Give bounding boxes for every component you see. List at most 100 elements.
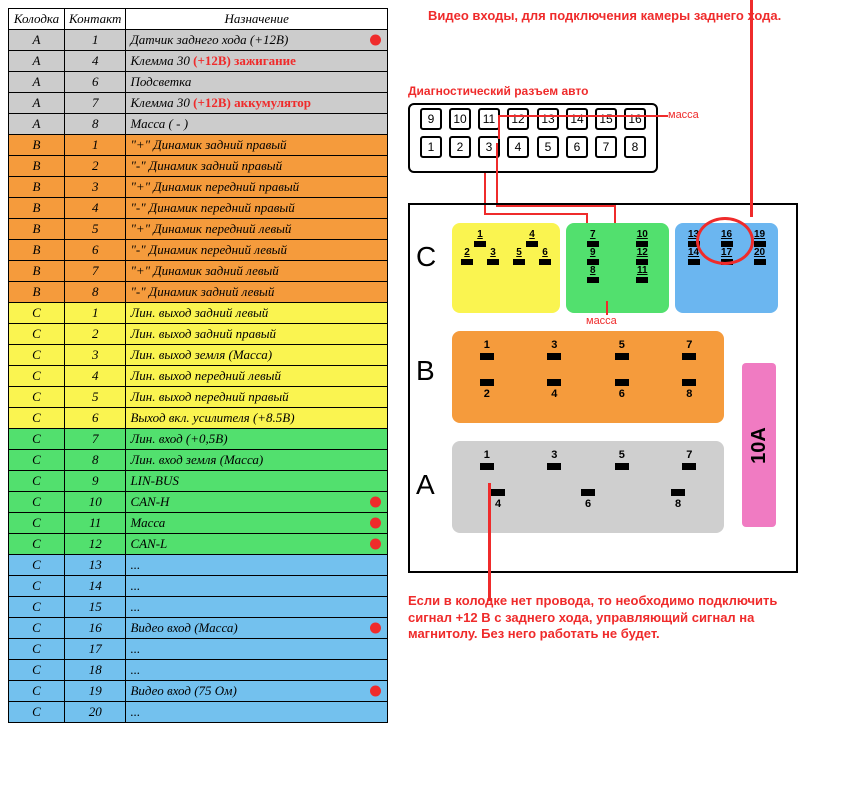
cell-kolodka: C <box>9 450 65 471</box>
cell-naznachenie: CAN-L <box>126 534 388 555</box>
cell-kontakt: 2 <box>65 156 126 177</box>
pin: 7 <box>676 339 702 369</box>
pin: 12 <box>631 247 653 265</box>
cell-naznachenie: "+" Динамик задний левый <box>126 261 388 282</box>
pin: 8 <box>676 379 702 409</box>
header-kolodka: Колодка <box>9 9 65 30</box>
pin: 7 <box>676 449 702 479</box>
cell-naznachenie: Лин. выход задний правый <box>126 324 388 345</box>
pin: 6 <box>609 379 635 409</box>
cell-kolodka: C <box>9 681 65 702</box>
table-row: C18... <box>9 660 388 681</box>
cell-kolodka: C <box>9 471 65 492</box>
diag-pin: 14 <box>566 108 588 130</box>
table-row: C11Масса <box>9 513 388 534</box>
annotation-diag-title: Диагностический разъем авто <box>408 84 828 99</box>
cell-naznachenie: ... <box>126 660 388 681</box>
table-row: B4"-" Динамик передний правый <box>9 198 388 219</box>
fuse-10a: 10A <box>742 363 776 527</box>
table-row: C4Лин. выход передний левый <box>9 366 388 387</box>
cell-kolodka: A <box>9 72 65 93</box>
cell-kolodka: B <box>9 240 65 261</box>
connector-c-block: 142356 <box>452 223 560 313</box>
cell-kolodka: C <box>9 303 65 324</box>
cell-kontakt: 17 <box>65 639 126 660</box>
table-row: C1Лин. выход задний левый <box>9 303 388 324</box>
pin: 5 <box>609 339 635 369</box>
cell-kontakt: 11 <box>65 513 126 534</box>
annotation-massa-1: масса <box>668 109 699 121</box>
cell-kolodka: C <box>9 345 65 366</box>
cell-kontakt: 4 <box>65 51 126 72</box>
cell-kolodka: C <box>9 576 65 597</box>
cell-naznachenie: "-" Динамик передний левый <box>126 240 388 261</box>
cell-kolodka: B <box>9 156 65 177</box>
main-connectors: C B A 142356710912811131619141720 135724… <box>408 203 798 573</box>
cell-kolodka: B <box>9 282 65 303</box>
pin: 7 <box>582 229 604 247</box>
pin: 1 <box>474 339 500 369</box>
cell-kontakt: 8 <box>65 282 126 303</box>
circle-video-pins <box>696 217 754 265</box>
table-row: A1Датчик заднего хода (+12В) <box>9 30 388 51</box>
table-row: A6Подсветка <box>9 72 388 93</box>
marker-dot-icon <box>370 539 381 550</box>
connector-block: 1357468 <box>452 441 724 533</box>
pin: 5 <box>609 449 635 479</box>
pin: 11 <box>631 265 653 283</box>
lead-line <box>606 301 608 315</box>
table-row: B3"+" Динамик передний правый <box>9 177 388 198</box>
cell-kontakt: 10 <box>65 492 126 513</box>
cell-kontakt: 2 <box>65 324 126 345</box>
marker-dot-icon <box>370 497 381 508</box>
cell-kolodka: B <box>9 177 65 198</box>
connector-block: 13572468 <box>452 331 724 423</box>
diag-pin: 7 <box>595 136 617 158</box>
cell-naznachenie: "-" Динамик задний правый <box>126 156 388 177</box>
diag-pin: 10 <box>449 108 471 130</box>
pin: 3 <box>541 339 567 369</box>
cell-kolodka: A <box>9 51 65 72</box>
table-row: C8Лин. вход земля (Масса) <box>9 450 388 471</box>
cell-kolodka: C <box>9 597 65 618</box>
cell-naznachenie: Масса ( - ) <box>126 114 388 135</box>
header-naznachenie: Назначение <box>126 9 388 30</box>
annotation-bottom: Если в колодке нет провода, то необходим… <box>408 593 788 642</box>
cell-kolodka: C <box>9 366 65 387</box>
connector-c-block: 710912811 <box>566 223 669 313</box>
cell-kontakt: 20 <box>65 702 126 723</box>
table-row: B8"-" Динамик задний левый <box>9 282 388 303</box>
table-row: B7"+" Динамик задний левый <box>9 261 388 282</box>
header-kontakt: Контакт <box>65 9 126 30</box>
cell-naznachenie: Клемма 30 (+12В) аккумулятор <box>126 93 388 114</box>
cell-kontakt: 4 <box>65 198 126 219</box>
marker-dot-icon <box>370 686 381 697</box>
cell-kolodka: B <box>9 198 65 219</box>
cell-naznachenie: LIN-BUS <box>126 471 388 492</box>
cell-naznachenie: Лин. выход передний левый <box>126 366 388 387</box>
pin: 1 <box>469 229 491 247</box>
marker-dot-icon <box>370 623 381 634</box>
cell-kolodka: B <box>9 219 65 240</box>
marker-dot-icon <box>370 35 381 46</box>
pinout-table-panel: Колодка Контакт Назначение A1Датчик задн… <box>8 8 388 723</box>
lead-line-video <box>750 0 753 217</box>
cell-kolodka: B <box>9 261 65 282</box>
pin: 4 <box>541 379 567 409</box>
cell-naznachenie: ... <box>126 597 388 618</box>
cell-kontakt: 12 <box>65 534 126 555</box>
cell-kolodka: C <box>9 492 65 513</box>
diagram-panel: Видео входы, для подключения камеры задн… <box>408 8 828 723</box>
cell-naznachenie: Лин. вход (+0,5В) <box>126 429 388 450</box>
pin: 2 <box>456 247 478 265</box>
cell-kontakt: 18 <box>65 660 126 681</box>
cell-naznachenie: "-" Динамик задний левый <box>126 282 388 303</box>
table-row: B1"+" Динамик задний правый <box>9 135 388 156</box>
pin: 8 <box>582 265 604 283</box>
lead-line <box>496 143 498 205</box>
cell-kolodka: C <box>9 408 65 429</box>
cell-naznachenie: Лин. выход задний левый <box>126 303 388 324</box>
cell-kontakt: 1 <box>65 30 126 51</box>
pin: 3 <box>482 247 504 265</box>
diag-pin: 5 <box>537 136 559 158</box>
